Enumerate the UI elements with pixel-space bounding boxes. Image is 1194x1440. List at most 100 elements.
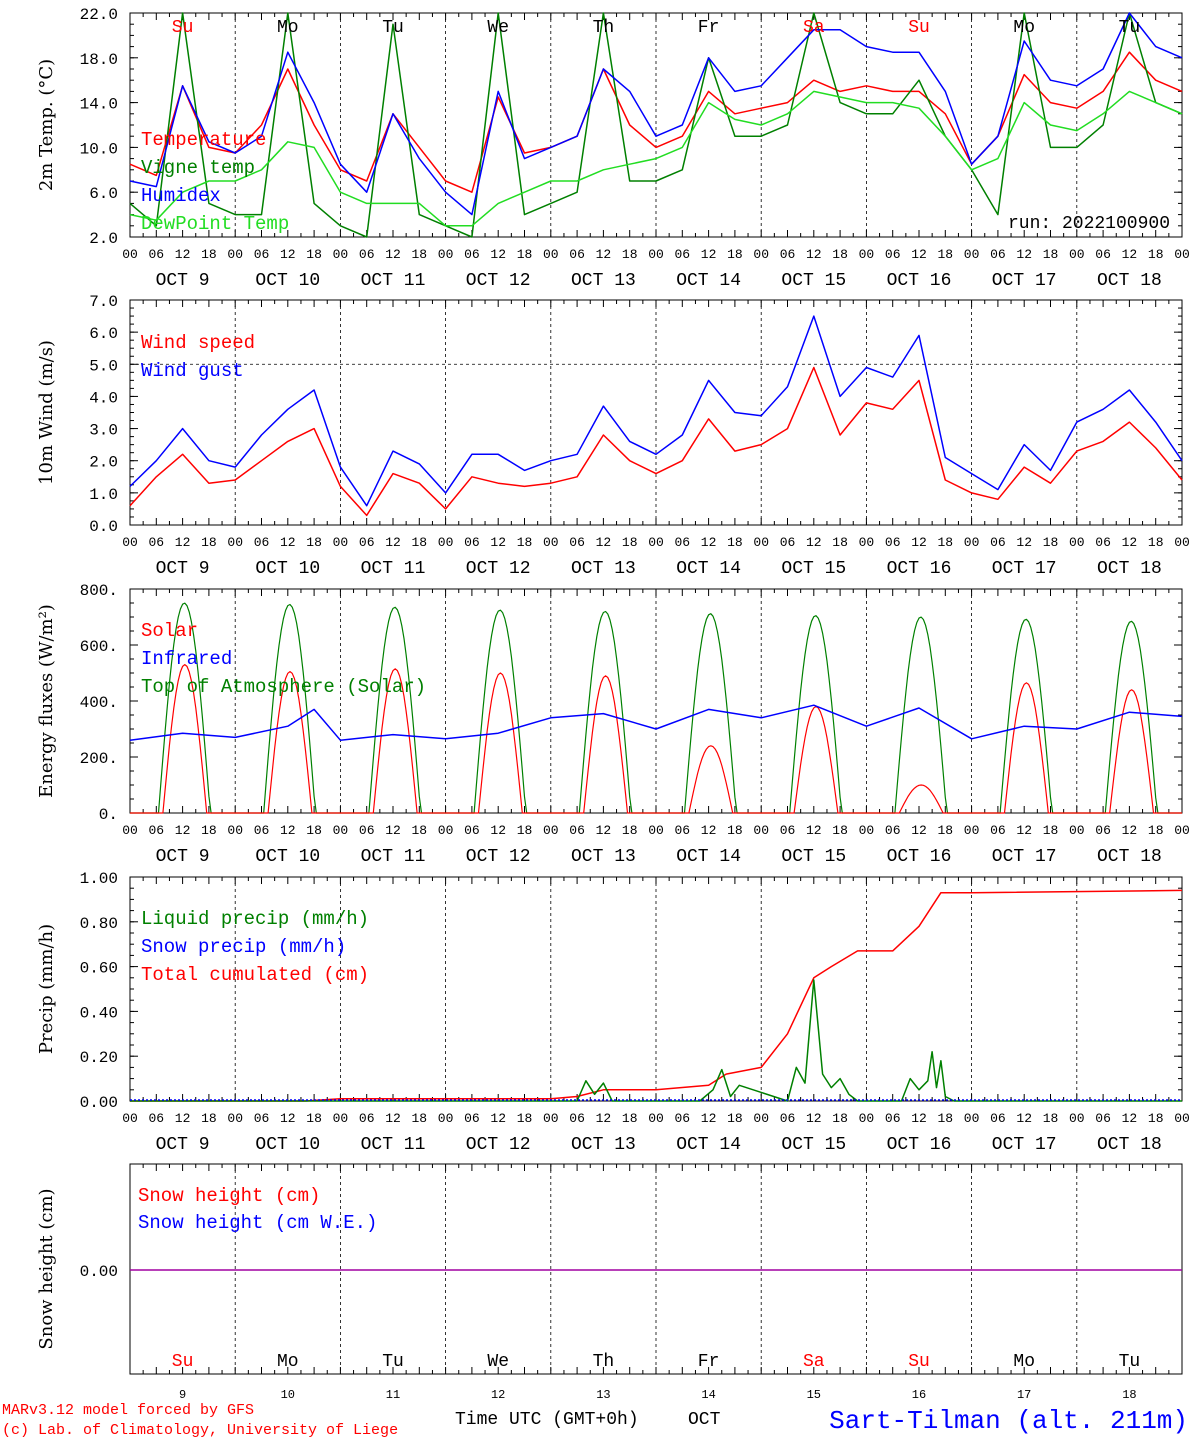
date-label: OCT 9 — [156, 559, 210, 579]
date-label: OCT 10 — [255, 847, 320, 867]
hour-tick-label: 00 — [753, 247, 769, 262]
hour-tick-label: 00 — [648, 1111, 664, 1126]
hour-tick-label: 00 — [438, 535, 454, 550]
hour-tick-label: 06 — [569, 535, 585, 550]
hour-tick-label: 06 — [148, 823, 164, 838]
hour-tick-label: 12 — [1122, 535, 1138, 550]
hour-tick-label: 06 — [254, 1111, 270, 1126]
hour-tick-label: 00 — [333, 823, 349, 838]
hour-tick-label: 06 — [885, 247, 901, 262]
hour-tick-label: 00 — [1174, 823, 1190, 838]
hour-tick-label: 06 — [885, 1111, 901, 1126]
date-label: OCT 18 — [1097, 847, 1162, 867]
date-label: OCT 14 — [676, 1135, 741, 1155]
hour-tick-label: 06 — [464, 535, 480, 550]
weekday-label: Su — [172, 18, 194, 38]
hour-tick-label: 12 — [1016, 247, 1032, 262]
hour-tick-label: 00 — [859, 535, 875, 550]
panel-snow: 0.00 Snow height (cm) Snow height (cm) Snow… — [36, 1163, 1183, 1402]
hour-tick-label: 00 — [227, 823, 243, 838]
hour-tick-label: 00 — [543, 1111, 559, 1126]
weekday-label: Su — [172, 1352, 194, 1372]
hour-tick-label: 06 — [464, 1111, 480, 1126]
hour-tick-label: 12 — [596, 535, 612, 550]
hour-tick-label: 06 — [674, 247, 690, 262]
day-number-label: 10 — [281, 1388, 295, 1402]
run-annotation: run: 2022100900 — [1008, 214, 1170, 234]
liquid-precip-mm-h-series-line — [130, 979, 1182, 1102]
hour-tick-label: 06 — [359, 247, 375, 262]
hour-tick-label: 18 — [1148, 823, 1164, 838]
wind-gustseries-line — [129, 315, 1183, 507]
hour-tick-label: 12 — [596, 247, 612, 262]
hour-tick-label: 12 — [806, 1111, 822, 1126]
legend-entry: Infrared — [141, 648, 232, 670]
hour-tick-label: 18 — [201, 1111, 217, 1126]
day-number-label: 15 — [807, 1388, 821, 1402]
hour-tick-label: 06 — [885, 535, 901, 550]
hour-tick-label: 18 — [622, 823, 638, 838]
date-label: OCT 17 — [992, 847, 1057, 867]
hour-tick-label: 12 — [175, 247, 191, 262]
hour-tick-label: 18 — [1148, 535, 1164, 550]
hour-tick-label: 18 — [622, 247, 638, 262]
hour-tick-label: 18 — [517, 247, 533, 262]
hour-tick-label: 00 — [859, 823, 875, 838]
hour-tick-label: 18 — [727, 247, 743, 262]
hour-tick-label: 18 — [937, 1111, 953, 1126]
weekday-label: Th — [593, 1352, 615, 1372]
panel-wind: 0.0 1.0 2.0 3.0 4.0 5.0 6.0 7.0 10m Wind (m/s) 00… — [36, 293, 1190, 579]
y-tick-label: 0.20 — [80, 1049, 118, 1067]
legend-entry: DewPoint Temp — [141, 213, 289, 235]
hour-tick-label: 12 — [280, 1111, 296, 1126]
hour-tick-label: 18 — [937, 535, 953, 550]
date-label: OCT 9 — [156, 1135, 210, 1155]
infraredseries-line — [129, 704, 1183, 741]
hour-tick-label: 12 — [596, 823, 612, 838]
y-tick-label: 6.0 — [89, 325, 118, 343]
weekday-label: We — [487, 1352, 509, 1372]
hour-tick-label: 00 — [333, 535, 349, 550]
hour-tick-label: 18 — [832, 1111, 848, 1126]
weekday-label: Mo — [277, 18, 299, 38]
y-tick-label: 1.0 — [89, 486, 118, 504]
hour-tick-label: 18 — [1148, 247, 1164, 262]
y-tick-label: 400. — [80, 694, 118, 712]
hour-tick-label: 06 — [254, 247, 270, 262]
model-credit: MARv3.12 model forced by GFS — [2, 1402, 254, 1419]
hour-tick-label: 00 — [1174, 535, 1190, 550]
hour-tick-label: 18 — [201, 247, 217, 262]
hour-tick-label: 06 — [148, 247, 164, 262]
hour-tick-label: 00 — [964, 247, 980, 262]
hour-tick-label: 06 — [359, 535, 375, 550]
hour-tick-label: 00 — [543, 823, 559, 838]
y-tick-label: 0.80 — [80, 915, 118, 933]
legend-entry: Top of Atmosphere (Solar) — [141, 676, 426, 698]
date-label: OCT 10 — [255, 271, 320, 291]
hour-tick-label: 12 — [701, 1111, 717, 1126]
hour-tick-label: 00 — [1069, 535, 1085, 550]
y-tick-label: 6.0 — [89, 185, 118, 203]
dewpoint-tempseries-line — [129, 90, 1183, 227]
day-number-label: 14 — [701, 1388, 715, 1402]
date-label: OCT 18 — [1097, 559, 1162, 579]
legend-entry: Liquid precip (mm/h) — [141, 908, 369, 930]
weekday-label: Sa — [803, 18, 825, 38]
date-label: OCT 18 — [1097, 271, 1162, 291]
y-tick-label: 22.0 — [80, 6, 118, 24]
hour-tick-label: 12 — [175, 1111, 191, 1126]
date-label: OCT 13 — [571, 559, 636, 579]
y-tick-label: 7.0 — [89, 293, 118, 311]
hour-tick-label: 18 — [517, 1111, 533, 1126]
hour-tick-label: 00 — [859, 1111, 875, 1126]
hour-tick-label: 06 — [1095, 1111, 1111, 1126]
weekday-label: Su — [908, 1352, 930, 1372]
date-label: OCT 16 — [887, 559, 952, 579]
date-label: OCT 11 — [361, 559, 426, 579]
hour-tick-label: 00 — [964, 535, 980, 550]
hour-tick-label: 12 — [385, 247, 401, 262]
hour-tick-label: 06 — [254, 823, 270, 838]
weekday-label: Mo — [277, 1352, 299, 1372]
hour-tick-label: 18 — [1043, 1111, 1059, 1126]
humidexseries-line — [129, 12, 1183, 216]
